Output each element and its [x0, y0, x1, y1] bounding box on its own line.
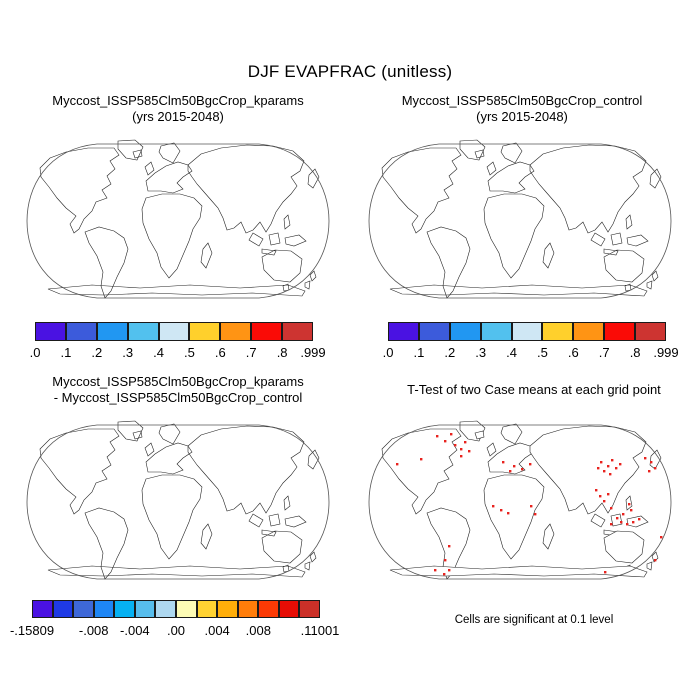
colorbar-segment	[237, 600, 259, 618]
panel-title-top-left-line2: (yrs 2015-2048)	[132, 108, 224, 124]
map-evapfrac-control	[364, 136, 676, 306]
colorbar-tick-label: .7	[598, 345, 610, 360]
colorbar-tick-label: -.004	[120, 623, 150, 638]
colorbar-segment	[114, 600, 135, 618]
colorbar-segment	[158, 322, 190, 341]
map-ttest-significance	[364, 417, 676, 587]
colorbar-tick-label: .004	[204, 623, 230, 638]
colorbar-tick-label: .1	[413, 345, 425, 360]
colorbar-segment	[278, 600, 300, 618]
colorbar-segment	[189, 322, 221, 341]
colorbar-segment	[93, 600, 115, 618]
colorbar-tick-label: .999	[300, 345, 326, 360]
colorbar-segment	[511, 322, 543, 341]
panel-title-bottom-right: T-Test of two Case means at each grid po…	[364, 382, 700, 398]
panel-title-bottom-left: Myccost_ISSP585Clm50BgcCrop_kparams - My…	[12, 374, 344, 405]
panel-title-top-left-line1: Myccost_ISSP585Clm50BgcCrop_kparams	[52, 93, 304, 108]
colorbar-segment	[155, 600, 176, 618]
colorbar-tick-label: .2	[444, 345, 456, 360]
colorbar-segment	[635, 322, 666, 341]
significance-caption: Cells are significant at 0.1 level	[454, 614, 614, 626]
colorbar-segment	[388, 322, 419, 341]
colorbar-tick-label: .8	[629, 345, 641, 360]
colorbar-tick-label: .3	[475, 345, 487, 360]
colorbar-segment	[32, 600, 53, 618]
colorbar-tick-label: .3	[122, 345, 134, 360]
colorbar-evapfrac-right: .0 .1 .2 .3 .4 .5 .6 .7 .8 .999	[383, 322, 679, 360]
colorbar-tick-label: .999	[653, 345, 679, 360]
colorbar-tick-label: .1	[60, 345, 72, 360]
colorbar-tick-label: .5	[537, 345, 548, 360]
colorbar-segment	[196, 600, 218, 618]
colorbar-segment	[418, 322, 450, 341]
colorbar-segment	[35, 322, 66, 341]
colorbar-segment	[73, 600, 94, 618]
colorbar-segment	[542, 322, 574, 341]
colorbar-tick-label: .5	[184, 345, 195, 360]
colorbar-segment	[299, 600, 320, 618]
colorbar-evapfrac-left: .0 .1 .2 .3 .4 .5 .6 .7 .8 .999	[30, 322, 326, 360]
figure-title: DJF EVAPFRAC (unitless)	[247, 62, 453, 81]
colorbar-segment	[604, 322, 636, 341]
colorbar-segment	[282, 322, 313, 341]
colorbar-segment	[217, 600, 238, 618]
colorbar-segment	[449, 322, 481, 341]
colorbar-tick-label: .0	[382, 345, 394, 360]
colorbar-segment	[127, 322, 159, 341]
colorbar-segment	[480, 322, 512, 341]
panel-title-top-left: Myccost_ISSP585Clm50BgcCrop_kparams (yrs…	[12, 93, 344, 124]
map-difference	[22, 417, 334, 587]
colorbar-tick-label: .008	[245, 623, 271, 638]
colorbar-segment	[258, 600, 279, 618]
colorbar-tick-label: .4	[153, 345, 164, 360]
panel-title-bottom-left-line1: Myccost_ISSP585Clm50BgcCrop_kparams	[52, 374, 304, 389]
colorbar-segment	[65, 322, 97, 341]
colorbar-segment	[96, 322, 128, 341]
panel-title-top-right: Myccost_ISSP585Clm50BgcCrop_control (yrs…	[356, 93, 688, 124]
colorbar-segment	[251, 322, 283, 341]
colorbar-tick-label: .4	[506, 345, 517, 360]
colorbar-tick-label: -.15809	[9, 623, 55, 638]
panel-title-bottom-right-line1: T-Test of two Case means at each grid po…	[407, 382, 661, 397]
colorbar-tick-label: .7	[245, 345, 257, 360]
colorbar-segment	[573, 322, 605, 341]
colorbar-segment	[176, 600, 197, 618]
colorbar-segment	[134, 600, 156, 618]
colorbar-tick-label: .11001	[300, 623, 340, 638]
panel-title-top-right-line1: Myccost_ISSP585Clm50BgcCrop_control	[401, 93, 643, 108]
colorbar-tick-label: .2	[91, 345, 103, 360]
panel-title-bottom-left-line2: - Myccost_ISSP585Clm50BgcCrop_control	[53, 389, 303, 405]
colorbar-tick-label: -.008	[78, 623, 109, 638]
colorbar-segment	[52, 600, 74, 618]
colorbar-tick-label: .00	[166, 623, 186, 638]
colorbar-tick-label: .6	[567, 345, 579, 360]
colorbar-tick-label: .8	[276, 345, 288, 360]
panel-title-top-right-line2: (yrs 2015-2048)	[476, 108, 568, 124]
colorbar-difference: -.15809 -.008 -.004 .00 .004 .008 .11001	[10, 600, 339, 638]
map-evapfrac-kparams	[22, 136, 334, 306]
colorbar-tick-label: .0	[29, 345, 41, 360]
colorbar-tick-label: .6	[214, 345, 226, 360]
colorbar-segment	[220, 322, 252, 341]
